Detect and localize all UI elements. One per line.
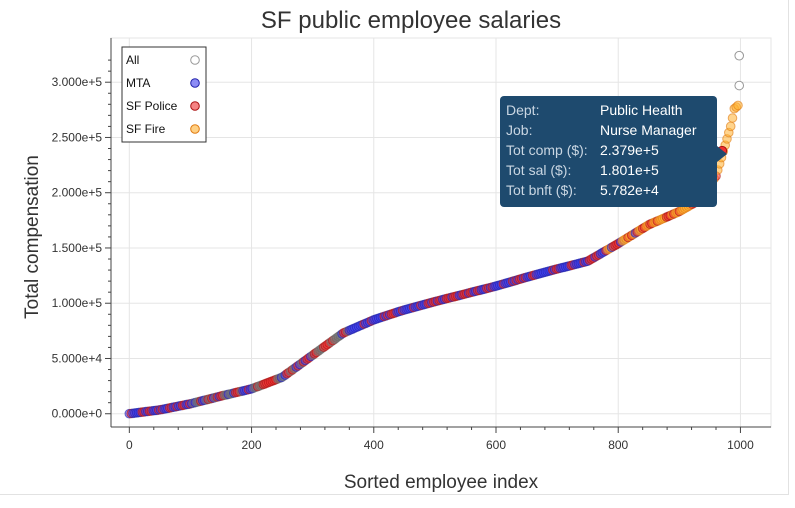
legend-label: MTA (126, 76, 150, 90)
tooltip-row: Job: Nurse Manager (506, 120, 711, 140)
x-tick-label: 1000 (727, 438, 754, 452)
legend-label: SF Police (126, 99, 178, 113)
outlier-point[interactable] (734, 80, 745, 91)
tooltip-key: Tot sal ($): (506, 162, 572, 178)
y-axis-label: Total compensation (22, 155, 43, 319)
tooltip-row: Tot comp ($): 2.379e+5 (506, 140, 711, 160)
data-points[interactable] (124, 50, 745, 419)
outlier-point[interactable] (734, 50, 745, 61)
data-point[interactable] (725, 121, 736, 132)
y-tick-label: 3.000e+5 (52, 75, 103, 89)
x-tick-label: 200 (242, 438, 262, 452)
tooltip-row: Tot bnft ($): 5.782e+4 (506, 180, 711, 200)
legend-marker[interactable] (190, 55, 200, 65)
y-tick-label: 5.000e+4 (52, 351, 103, 365)
chart-title: SF public employee salaries (261, 7, 561, 34)
tooltip-value: 1.801e+5 (600, 162, 659, 178)
tooltip-key: Tot bnft ($): (506, 182, 577, 198)
tooltip-key: Tot comp ($): (506, 142, 588, 158)
tooltip-value: Nurse Manager (600, 122, 697, 138)
y-tick-label: 0.000e+0 (52, 407, 103, 421)
tooltip-value: Public Health (600, 102, 683, 118)
y-tick-label: 2.000e+5 (52, 186, 103, 200)
y-tick-label: 1.000e+5 (52, 296, 103, 310)
tooltip-row: Dept: Public Health (506, 100, 711, 120)
tooltip-key: Dept: (506, 102, 540, 118)
y-tick-label: 2.500e+5 (52, 130, 103, 144)
legend-marker[interactable] (190, 101, 200, 111)
tooltip-value: 5.782e+4 (600, 182, 659, 198)
x-tick-label: 0 (126, 438, 133, 452)
data-point[interactable] (733, 100, 743, 111)
tooltip-value: 2.379e+5 (600, 142, 659, 158)
axes: 0 200 400 600 800 1000 0.000e+0 5.000e+4 1.000e+… (52, 38, 771, 452)
x-axis-label: Sorted employee index (344, 472, 539, 493)
hover-tooltip: Dept: Public Health Job: Nurse Manager Tot c… (500, 96, 727, 207)
legend-label: All (126, 53, 139, 67)
legend-marker[interactable] (190, 124, 200, 134)
tooltip-row: Tot sal ($): 1.801e+5 (506, 160, 711, 180)
legend[interactable]: All MTA SF Police SF Fire (121, 46, 207, 143)
x-tick-label: 400 (364, 438, 384, 452)
x-tick-label: 600 (486, 438, 506, 452)
legend-label: SF Fire (126, 122, 166, 136)
data-point[interactable] (727, 113, 738, 123)
plot-frame (0, 0, 789, 495)
y-tick-label: 1.500e+5 (52, 241, 103, 255)
x-tick-label: 800 (608, 438, 628, 452)
tooltip-key: Job: (506, 122, 533, 138)
legend-marker[interactable] (190, 78, 200, 88)
